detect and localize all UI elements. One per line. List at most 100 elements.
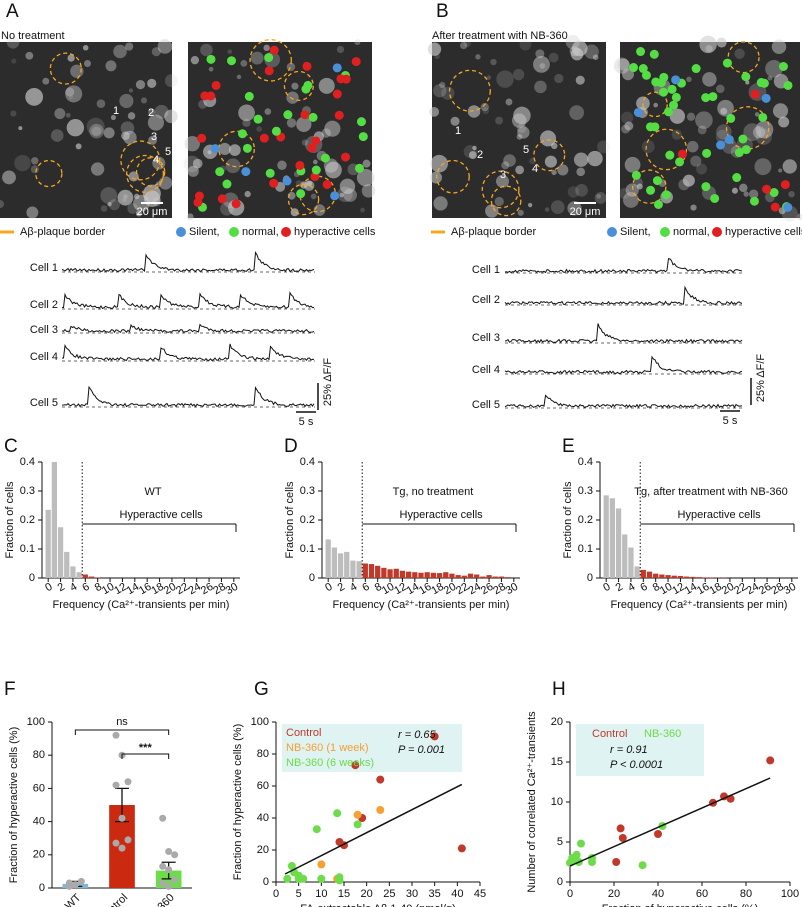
y-axis-label: Fraction of cells <box>284 481 296 559</box>
cell-body <box>242 118 251 127</box>
cell-body <box>699 35 717 54</box>
cell-body <box>778 116 790 128</box>
cell-body <box>228 144 241 156</box>
bar <box>486 575 492 578</box>
cell-body <box>516 123 527 134</box>
annotation: *** <box>139 742 153 754</box>
cell-body <box>286 118 297 128</box>
cell-body <box>567 186 580 198</box>
cell-dot <box>722 58 732 68</box>
plaque-border <box>218 130 255 168</box>
x-tick-label: 6 <box>638 581 649 594</box>
x-tick-label: 26 <box>479 581 496 598</box>
data-point <box>112 781 120 789</box>
data-point <box>612 858 621 866</box>
cell-body <box>686 76 692 83</box>
cell-body <box>573 152 589 167</box>
x-tick-label: 4 <box>348 581 359 594</box>
cell-body <box>731 187 738 194</box>
cell-body <box>433 196 448 211</box>
plaque-border <box>49 52 82 85</box>
bar <box>653 573 659 578</box>
bar <box>387 569 393 578</box>
data-point <box>376 806 385 814</box>
panel-label: G <box>254 679 269 700</box>
cell-body <box>782 159 797 174</box>
cell-body <box>430 171 443 184</box>
cell-body <box>184 135 200 152</box>
scale-bar-label: 25% ΔF/F <box>322 358 334 407</box>
annotation: Hyperactive cells <box>120 509 204 521</box>
data-point <box>159 879 167 887</box>
x-tick-label: 26 <box>199 581 216 598</box>
cell-body <box>460 42 468 50</box>
cell-dot <box>778 61 788 71</box>
bar <box>368 564 375 578</box>
cell-body <box>496 70 514 88</box>
cell-dot <box>206 91 216 101</box>
data-point <box>577 839 585 848</box>
trace <box>504 285 743 306</box>
cell-body <box>490 58 497 66</box>
cell-body <box>110 115 116 121</box>
cell-number: 3 <box>500 169 506 181</box>
data-point <box>654 830 662 838</box>
cell-body <box>120 121 135 135</box>
legend-dot <box>281 227 291 237</box>
x-tick-label: 28 <box>769 581 786 598</box>
cell-body <box>475 54 481 60</box>
cell-body <box>187 165 199 177</box>
cell-dot <box>638 64 648 74</box>
x-tick-label: 2 <box>336 581 347 594</box>
x-tick-label: 20 <box>720 581 737 598</box>
x-tick-label: 8 <box>373 581 384 594</box>
y-tick-label: 0.3 <box>20 485 35 497</box>
scale-bar-label: 5 s <box>299 416 314 428</box>
cell-dot <box>308 112 318 122</box>
legend-dot <box>607 227 617 237</box>
cell-body <box>18 126 23 131</box>
cell-body <box>519 38 532 51</box>
cell-body <box>296 116 312 133</box>
cell-dot <box>671 92 681 102</box>
panel-title: No treatment <box>1 30 65 42</box>
cell-body <box>321 128 331 138</box>
y-tick-label: 0.2 <box>300 514 315 526</box>
cell-body <box>613 57 631 74</box>
bar <box>461 575 467 578</box>
cell-dot <box>358 132 368 142</box>
scale-bar-label: 5 s <box>723 415 738 427</box>
cell-body <box>690 204 697 211</box>
bar <box>337 553 344 578</box>
bar <box>362 563 368 578</box>
cell-body <box>754 112 760 117</box>
bar <box>64 551 70 578</box>
bar <box>708 577 715 578</box>
annotation: Hyperactive cells <box>400 509 484 521</box>
trace <box>504 323 743 344</box>
cell-body <box>301 139 309 146</box>
legend-label: Aβ-plaque border <box>20 226 106 238</box>
cell-body <box>592 54 599 60</box>
cell-body <box>752 126 766 139</box>
cell-body <box>151 47 161 57</box>
cell-dot <box>665 150 675 160</box>
cell-dot <box>241 167 251 177</box>
cell-body <box>503 154 516 167</box>
cell-body <box>6 35 20 49</box>
x-tick-label: 10 <box>100 581 117 598</box>
cell-dot <box>691 64 701 74</box>
cell-body <box>551 142 558 150</box>
trace-label: Cell 4 <box>472 364 500 376</box>
data-point <box>118 814 126 822</box>
cell-body <box>755 128 772 145</box>
cell-body <box>67 54 75 62</box>
bar <box>628 547 634 578</box>
x-tick-label: 45 <box>474 888 486 900</box>
cell-body <box>30 165 39 174</box>
stat-label: r = 0.65 <box>398 729 436 741</box>
x-tick-label: 22 <box>732 581 749 598</box>
cell-dot <box>269 45 279 55</box>
x-tick-label: 2 <box>614 581 625 594</box>
cell-body <box>42 77 50 85</box>
